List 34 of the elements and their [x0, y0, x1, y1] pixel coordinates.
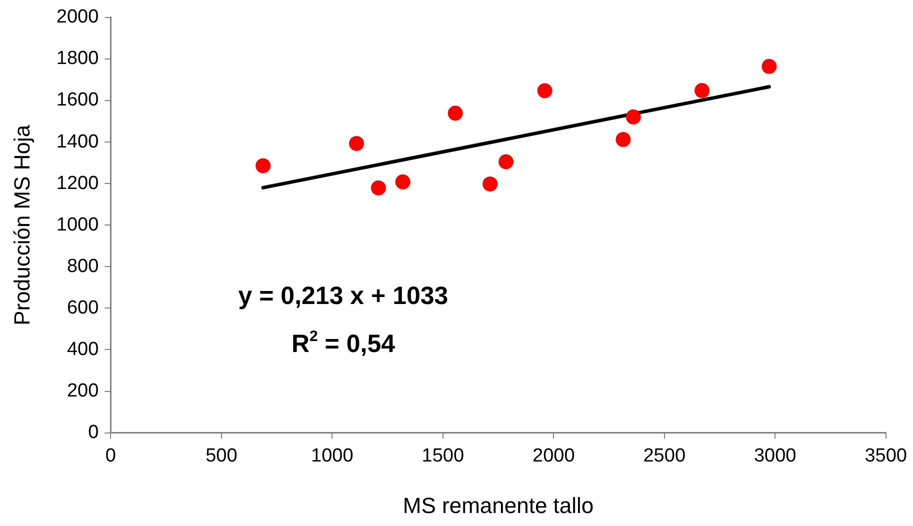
point — [482, 176, 498, 192]
point — [694, 83, 710, 98]
x-tick-label: 1000 — [311, 445, 354, 466]
x-tick-label: 3500 — [864, 445, 908, 466]
point — [626, 109, 641, 124]
x-tick-label: 0 — [105, 445, 116, 466]
y-tick-label: 200 — [66, 380, 99, 402]
y-tick-label: 1600 — [56, 90, 99, 111]
y-tick-label: 1000 — [56, 214, 99, 236]
x-axis-title: MS remanente tallo — [402, 492, 594, 518]
point — [616, 132, 631, 148]
point — [498, 154, 514, 170]
x-tick-label: 3000 — [754, 445, 796, 466]
y-tick-label: 600 — [66, 297, 99, 318]
x-tick-label: 1500 — [422, 445, 464, 466]
y-tick-label: 0 — [88, 422, 99, 444]
point — [256, 158, 271, 174]
annotation: y = 0,213 x + 1033 — [238, 282, 448, 310]
point — [762, 58, 777, 74]
y-tick-label: 1800 — [56, 48, 99, 70]
point — [448, 106, 463, 121]
x-tick-label: 500 — [206, 445, 238, 466]
y-tick-label: 800 — [66, 256, 99, 277]
y-tick-label: 2000 — [56, 6, 99, 28]
x-tick-label: 2500 — [643, 445, 686, 466]
point — [395, 174, 410, 190]
point — [370, 180, 386, 196]
y-tick-label: 400 — [66, 338, 99, 360]
point — [349, 136, 364, 151]
y-tick-label: 1400 — [56, 131, 99, 152]
point — [537, 83, 552, 98]
y-axis-title: Producción MS Hoja — [9, 124, 34, 326]
y-tick-label: 1200 — [56, 172, 99, 194]
x-tick-label: 2000 — [532, 445, 575, 466]
